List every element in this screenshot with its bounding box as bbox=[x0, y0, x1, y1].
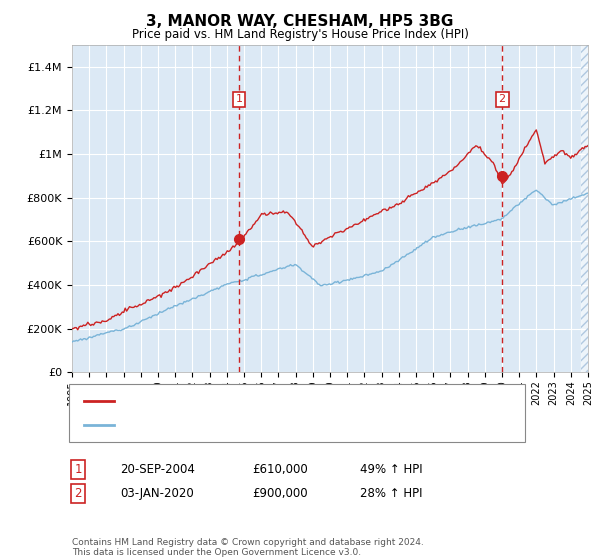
Text: 20-SEP-2004: 20-SEP-2004 bbox=[120, 463, 195, 476]
Text: Contains HM Land Registry data © Crown copyright and database right 2024.
This d: Contains HM Land Registry data © Crown c… bbox=[72, 538, 424, 557]
Text: 2: 2 bbox=[499, 95, 506, 104]
Text: 1: 1 bbox=[74, 463, 82, 476]
Text: 28% ↑ HPI: 28% ↑ HPI bbox=[360, 487, 422, 501]
Bar bbox=[581, 45, 588, 372]
Text: £610,000: £610,000 bbox=[252, 463, 308, 476]
Text: 3, MANOR WAY, CHESHAM, HP5 3BG (detached house): 3, MANOR WAY, CHESHAM, HP5 3BG (detached… bbox=[123, 396, 427, 407]
Text: Price paid vs. HM Land Registry's House Price Index (HPI): Price paid vs. HM Land Registry's House … bbox=[131, 28, 469, 41]
Text: 3, MANOR WAY, CHESHAM, HP5 3BG: 3, MANOR WAY, CHESHAM, HP5 3BG bbox=[146, 14, 454, 29]
Text: £900,000: £900,000 bbox=[252, 487, 308, 501]
Text: 2: 2 bbox=[74, 487, 82, 501]
Text: 03-JAN-2020: 03-JAN-2020 bbox=[120, 487, 194, 501]
Text: 49% ↑ HPI: 49% ↑ HPI bbox=[360, 463, 422, 476]
Text: HPI: Average price, detached house, Buckinghamshire: HPI: Average price, detached house, Buck… bbox=[123, 419, 426, 430]
Text: 1: 1 bbox=[236, 95, 242, 104]
Bar bbox=[581, 45, 588, 372]
